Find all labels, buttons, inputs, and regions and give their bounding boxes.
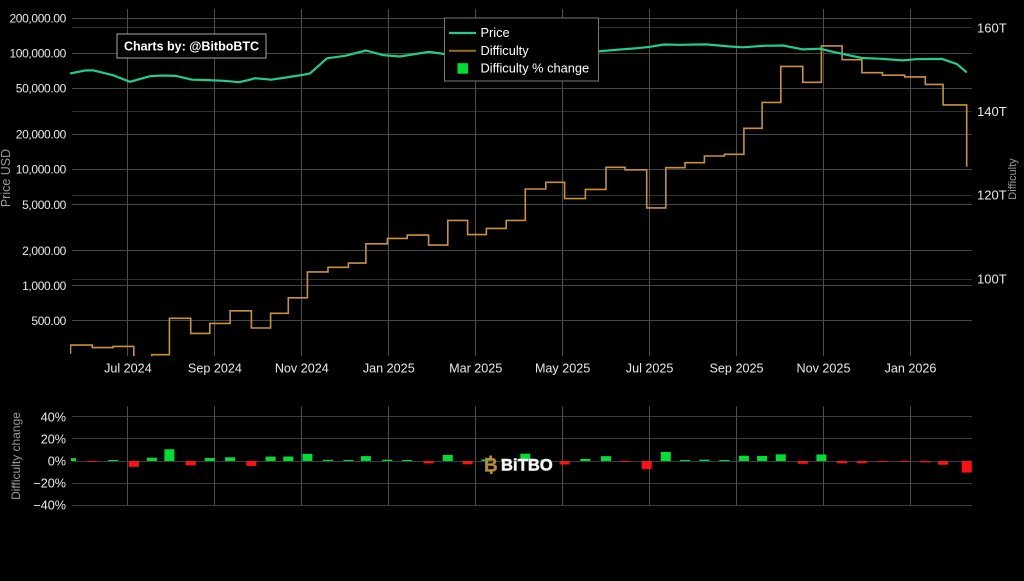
svg-text:20,000.00: 20,000.00 [16, 128, 67, 142]
svg-text:Price: Price [481, 25, 510, 40]
svg-text:Price USD: Price USD [0, 149, 13, 207]
svg-text:BiTBO: BiTBO [501, 457, 553, 475]
svg-text:Mar 2025: Mar 2025 [449, 362, 502, 376]
svg-text:2,000.00: 2,000.00 [22, 244, 67, 258]
svg-text:Difficulty % change: Difficulty % change [481, 61, 590, 76]
svg-text:10,000.00: 10,000.00 [16, 163, 67, 177]
svg-text:Jul 2025: Jul 2025 [626, 362, 674, 376]
svg-text:Jan 2025: Jan 2025 [363, 362, 415, 376]
svg-text:20%: 20% [41, 432, 66, 446]
svg-text:Jan 2026: Jan 2026 [885, 362, 937, 376]
svg-text:120T: 120T [977, 188, 1007, 203]
svg-text:−20%: −20% [33, 476, 66, 490]
svg-text:Difficulty: Difficulty [481, 43, 530, 58]
svg-text:Nov 2025: Nov 2025 [797, 362, 851, 376]
svg-text:100,000.00: 100,000.00 [9, 46, 66, 60]
svg-text:500.00: 500.00 [31, 314, 66, 328]
svg-text:5,000.00: 5,000.00 [22, 198, 67, 212]
svg-text:160T: 160T [977, 20, 1007, 35]
svg-text:200,000.00: 200,000.00 [9, 11, 66, 25]
svg-text:Charts by: @BitboBTC: Charts by: @BitboBTC [124, 40, 259, 54]
svg-text:Sep 2025: Sep 2025 [710, 362, 764, 376]
svg-text:100T: 100T [977, 271, 1007, 286]
svg-text:40%: 40% [41, 410, 66, 424]
svg-text:B: B [484, 456, 498, 477]
svg-text:140T: 140T [977, 104, 1007, 119]
svg-text:Sep 2024: Sep 2024 [188, 362, 242, 376]
svg-text:Difficulty change: Difficulty change [9, 412, 23, 500]
svg-text:May 2025: May 2025 [535, 362, 590, 376]
svg-text:0%: 0% [48, 454, 66, 468]
svg-text:−40%: −40% [33, 499, 66, 513]
svg-text:50,000.00: 50,000.00 [16, 81, 67, 95]
svg-text:Jul 2024: Jul 2024 [104, 362, 152, 376]
svg-text:1,000.00: 1,000.00 [22, 279, 67, 293]
svg-text:Difficulty: Difficulty [1007, 158, 1019, 200]
svg-text:Nov 2024: Nov 2024 [275, 362, 329, 376]
